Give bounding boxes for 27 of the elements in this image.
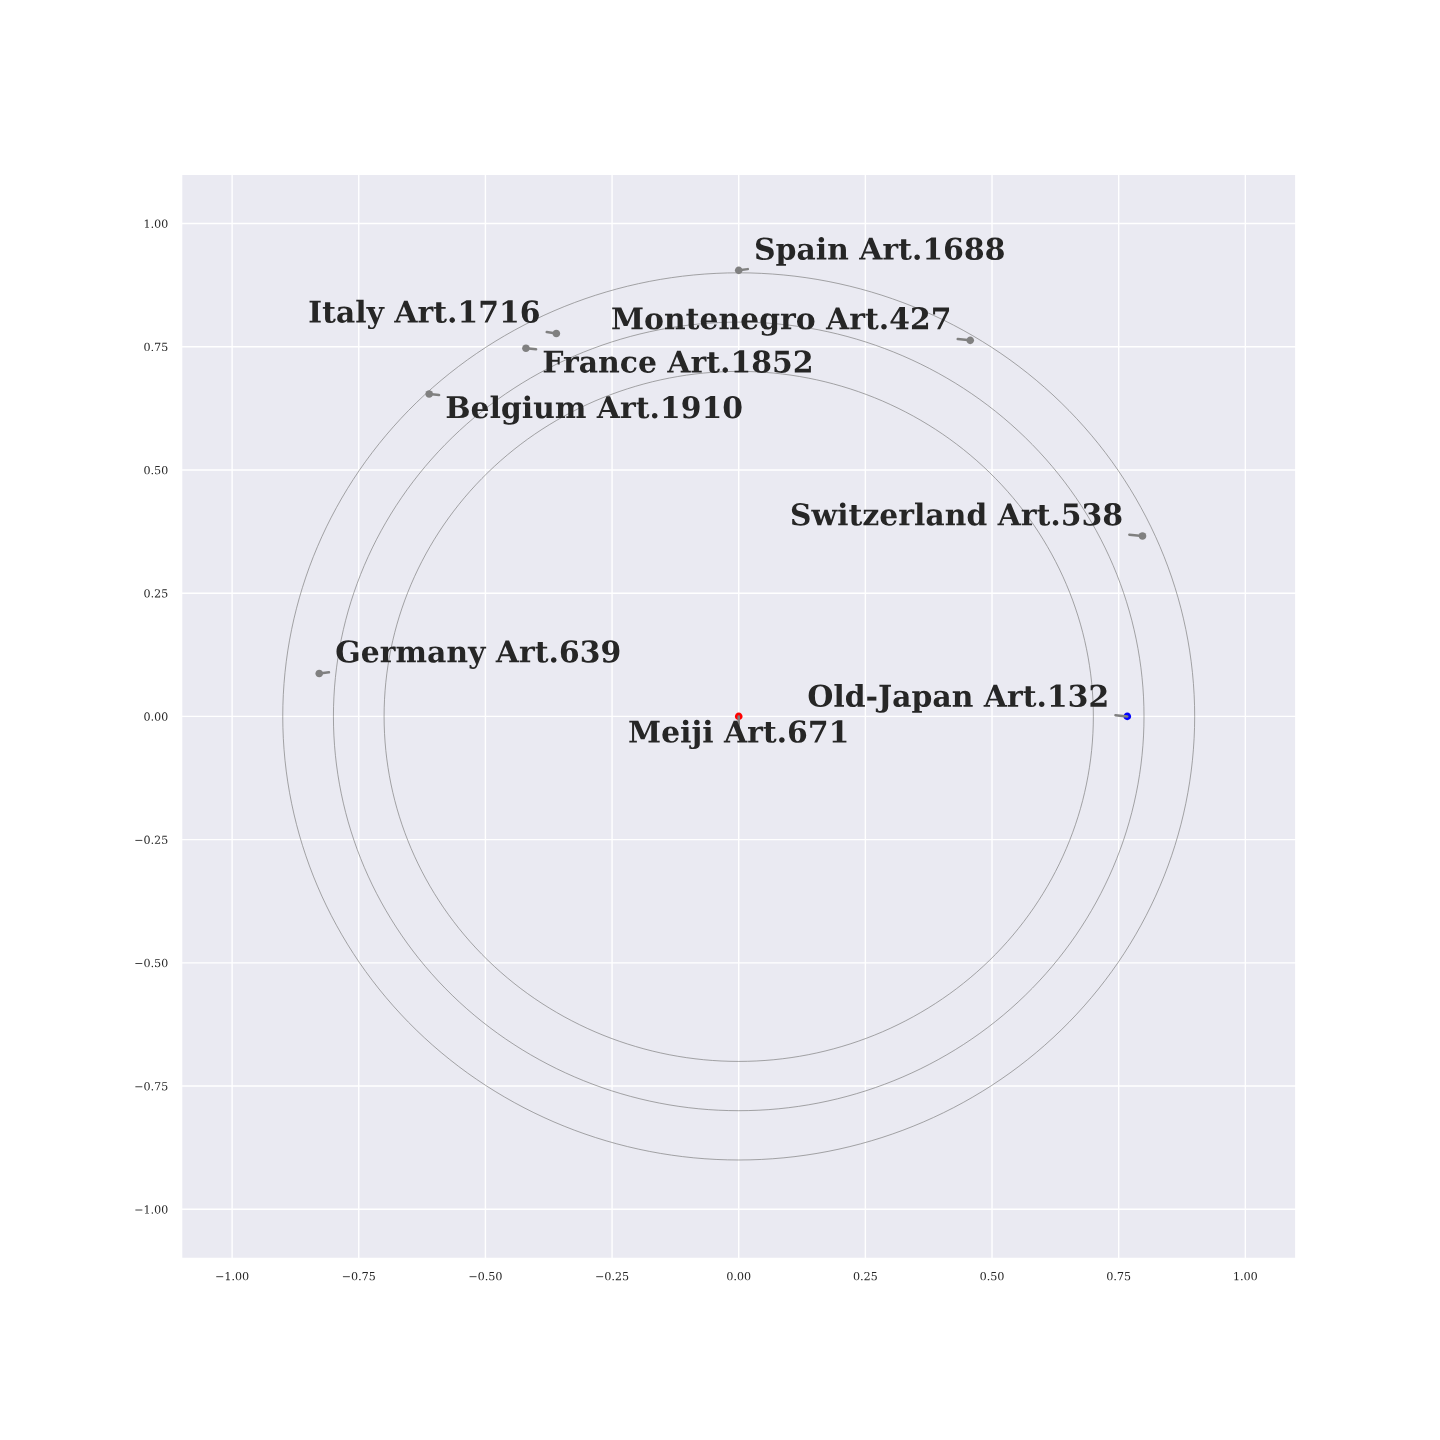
annotation: Meiji Art.671: [629, 719, 847, 750]
annotation: Switzerland Art.538: [791, 502, 1122, 526]
x-tick-label: 0.00: [727, 1271, 751, 1281]
annotation: Belgium Art.1910: [446, 395, 742, 425]
y-tick-label: 0.50: [144, 465, 168, 475]
annotation: Germany Art.639: [336, 640, 620, 669]
x-tick-label: 0.50: [980, 1271, 1004, 1281]
annotation: Old-Japan Art.132: [808, 683, 1107, 713]
annotation: Italy Art.1716: [309, 299, 539, 330]
x-tick-label: 1.00: [1234, 1271, 1257, 1281]
x-tick-label: −1.00: [216, 1271, 249, 1281]
y-tick-label: −0.50: [135, 958, 168, 968]
x-tick-label: −0.50: [469, 1271, 502, 1281]
annotation: Montenegro Art.427: [612, 306, 950, 336]
y-tick-label: −0.25: [135, 835, 168, 844]
x-tick-label: −0.25: [596, 1271, 629, 1281]
annotation: Spain Art.1688: [755, 236, 1004, 266]
y-tick-label: −0.75: [135, 1082, 168, 1091]
x-tick-label: 0.25: [853, 1271, 877, 1281]
x-tick-label: −0.75: [342, 1271, 375, 1281]
x-tick-label: 0.75: [1107, 1271, 1131, 1281]
annotation: France Art.1852: [543, 350, 811, 373]
y-tick-label: 0.25: [144, 589, 168, 598]
y-tick-label: 0.00: [144, 712, 168, 721]
y-tick-label: −1.00: [135, 1205, 168, 1214]
y-tick-label: 0.75: [144, 342, 168, 352]
y-tick-label: 1.00: [144, 219, 168, 228]
